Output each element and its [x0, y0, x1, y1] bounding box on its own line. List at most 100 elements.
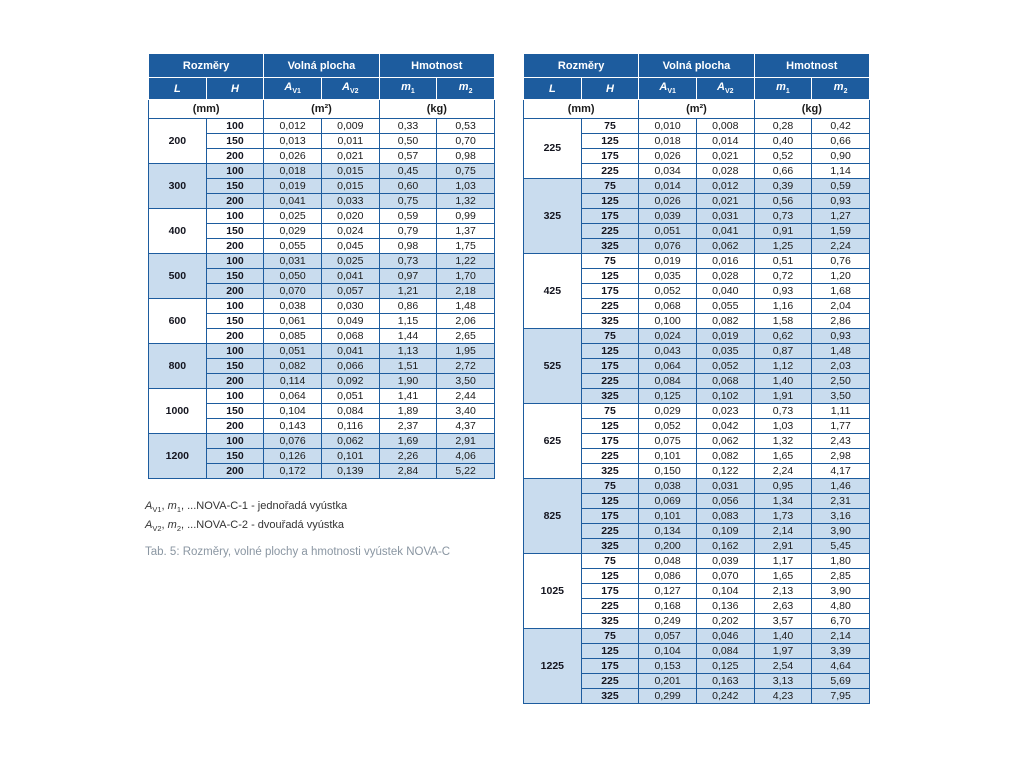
table-row: 225 0,068 0,055 1,16 2,04 — [524, 298, 870, 314]
value-cell: 0,73 — [378, 253, 438, 269]
value-cell: 0,050 — [263, 268, 322, 284]
table-row: 425 75 0,019 0,016 0,51 0,76 — [523, 253, 870, 329]
column-group-header: Hmotnost — [753, 53, 871, 78]
unit-header: (kg) — [753, 99, 871, 119]
height-cell: 175 — [580, 658, 640, 674]
value-cell: 2,84 — [378, 463, 438, 479]
value-cell: 0,048 — [638, 553, 697, 569]
table-row: 175 0,039 0,031 0,73 1,27 — [524, 208, 870, 224]
table-row: 300 100 0,018 0,015 0,45 0,75 — [148, 163, 495, 209]
value-cell: 0,082 — [263, 358, 322, 374]
value-cell: 1,73 — [753, 508, 813, 524]
value-cell: 1,17 — [753, 553, 813, 569]
value-cell: 0,012 — [695, 178, 755, 194]
value-cell: 0,051 — [263, 343, 322, 359]
value-cell: 0,015 — [320, 163, 380, 179]
value-cell: 0,029 — [263, 223, 322, 239]
value-cell: 0,083 — [695, 508, 755, 524]
value-cell: 1,22 — [436, 253, 495, 269]
value-cell: 0,73 — [753, 208, 813, 224]
value-cell: 1,40 — [753, 373, 813, 389]
height-cell: 200 — [205, 148, 265, 164]
value-cell: 1,32 — [753, 433, 813, 449]
unit-header: (m²) — [263, 99, 380, 119]
length-cell: 825 — [523, 478, 582, 554]
value-cell: 0,75 — [436, 163, 495, 179]
value-cell: 0,084 — [695, 643, 755, 659]
value-cell: 2,06 — [436, 313, 495, 329]
dimensions-table-right: Rozměry Volná plocha Hmotnost L H AV1 AV2 m1 m2(… — [522, 53, 871, 704]
length-cell: 300 — [148, 163, 207, 209]
value-cell: 2,98 — [811, 448, 870, 464]
height-cell: 175 — [580, 148, 640, 164]
value-cell: 1,15 — [378, 313, 438, 329]
value-cell: 0,024 — [638, 328, 697, 344]
value-cell: 1,03 — [753, 418, 813, 434]
value-cell: 2,50 — [811, 373, 870, 389]
value-cell: 0,068 — [638, 298, 697, 314]
column-header: L — [523, 77, 582, 100]
value-cell: 0,070 — [695, 568, 755, 584]
value-cell: 3,50 — [811, 388, 870, 404]
table-row: 325 0,200 0,162 2,91 5,45 — [524, 538, 870, 554]
value-cell: 0,039 — [695, 553, 755, 569]
value-cell: 0,038 — [638, 478, 697, 494]
value-cell: 1,40 — [753, 628, 813, 644]
value-cell: 0,98 — [378, 238, 438, 254]
value-cell: 0,033 — [320, 193, 380, 209]
value-cell: 2,31 — [811, 493, 870, 509]
value-cell: 0,082 — [695, 313, 755, 329]
table-row: 1225 75 0,057 0,046 1,40 2,14 — [523, 628, 870, 704]
value-cell: 1,44 — [378, 328, 438, 344]
column-group-header: Volná plocha — [638, 53, 755, 78]
value-cell: 0,72 — [753, 268, 813, 284]
value-cell: 0,051 — [638, 223, 697, 239]
value-cell: 0,100 — [638, 313, 697, 329]
length-cell: 1025 — [523, 553, 582, 629]
value-cell: 2,18 — [436, 283, 495, 299]
value-cell: 0,70 — [436, 133, 495, 149]
height-cell: 125 — [580, 418, 640, 434]
value-cell: 2,63 — [753, 598, 813, 614]
value-cell: 0,068 — [695, 373, 755, 389]
value-cell: 0,299 — [638, 688, 697, 704]
table-row: 225 0,168 0,136 2,63 4,80 — [524, 598, 870, 614]
height-cell: 225 — [580, 298, 640, 314]
value-cell: 0,028 — [695, 163, 755, 179]
value-cell: 0,035 — [638, 268, 697, 284]
table-row: 175 0,052 0,040 0,93 1,68 — [524, 283, 870, 299]
value-cell: 0,59 — [378, 208, 438, 224]
length-cell: 625 — [523, 403, 582, 479]
value-cell: 0,114 — [263, 373, 322, 389]
value-cell: 0,93 — [811, 193, 870, 209]
value-cell: 0,051 — [320, 388, 380, 404]
value-cell: 6,70 — [811, 613, 870, 629]
length-cell: 200 — [148, 118, 207, 164]
table-row: 125 0,043 0,035 0,87 1,48 — [524, 343, 870, 359]
value-cell: 0,40 — [753, 133, 813, 149]
table-row: 150 0,050 0,041 0,97 1,70 — [149, 268, 495, 284]
value-cell: 0,061 — [263, 313, 322, 329]
value-cell: 2,14 — [753, 523, 813, 539]
height-cell: 225 — [580, 448, 640, 464]
height-cell: 100 — [205, 208, 265, 224]
legend: AV1, m1, ...NOVA-C-1 - jednořadá vyústka… — [145, 499, 347, 536]
height-cell: 175 — [580, 583, 640, 599]
nova-c-table-1: Rozměry Volná plocha Hmotnost L H AV1 AV2 m1 m2(… — [147, 53, 496, 479]
value-cell: 0,75 — [378, 193, 438, 209]
value-cell: 0,73 — [753, 403, 813, 419]
value-cell: 0,153 — [638, 658, 697, 674]
table-row: 825 75 0,038 0,031 0,95 1,46 — [523, 478, 870, 554]
column-group-header: Rozměry — [522, 53, 640, 78]
height-cell: 175 — [580, 433, 640, 449]
value-cell: 2,24 — [811, 238, 870, 254]
height-cell: 150 — [205, 268, 265, 284]
length-cell: 1200 — [148, 433, 207, 479]
value-cell: 4,06 — [436, 448, 495, 464]
value-cell: 0,040 — [695, 283, 755, 299]
value-cell: 0,56 — [753, 193, 813, 209]
column-header: L — [148, 77, 207, 100]
value-cell: 0,009 — [320, 118, 380, 134]
value-cell: 0,055 — [263, 238, 322, 254]
value-cell: 0,076 — [263, 433, 322, 449]
